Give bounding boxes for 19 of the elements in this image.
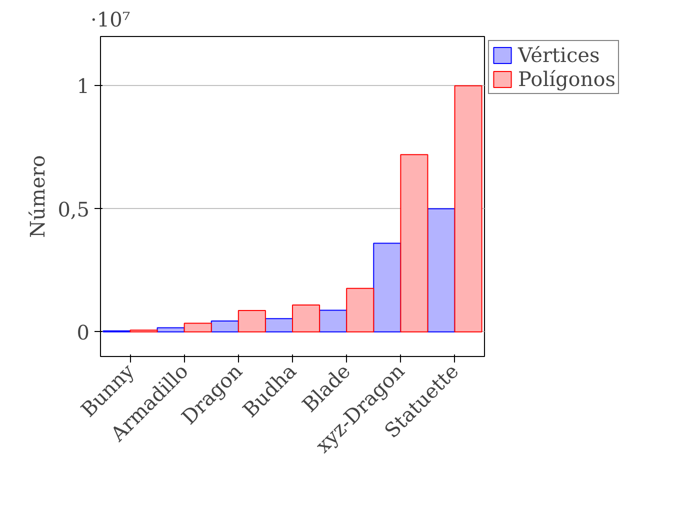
legend-label: Vértices bbox=[518, 43, 600, 67]
bar bbox=[184, 322, 212, 332]
bar bbox=[454, 85, 482, 332]
bar bbox=[346, 288, 374, 332]
bar bbox=[427, 208, 456, 332]
bar bbox=[319, 310, 348, 332]
bar bbox=[292, 304, 320, 332]
bar bbox=[400, 154, 428, 332]
text: ·10⁷ bbox=[90, 8, 130, 32]
bar bbox=[210, 320, 239, 332]
y-tick-label: 0,5 bbox=[58, 197, 90, 222]
bar bbox=[156, 327, 185, 332]
bar bbox=[264, 318, 293, 332]
y-tick-label: 1 bbox=[76, 74, 90, 98]
bar bbox=[373, 242, 402, 332]
y-axis-title: Número bbox=[26, 155, 50, 238]
bar bbox=[238, 310, 266, 332]
legend-label: Polígonos bbox=[518, 67, 616, 91]
y-tick-label: 0 bbox=[76, 320, 90, 344]
